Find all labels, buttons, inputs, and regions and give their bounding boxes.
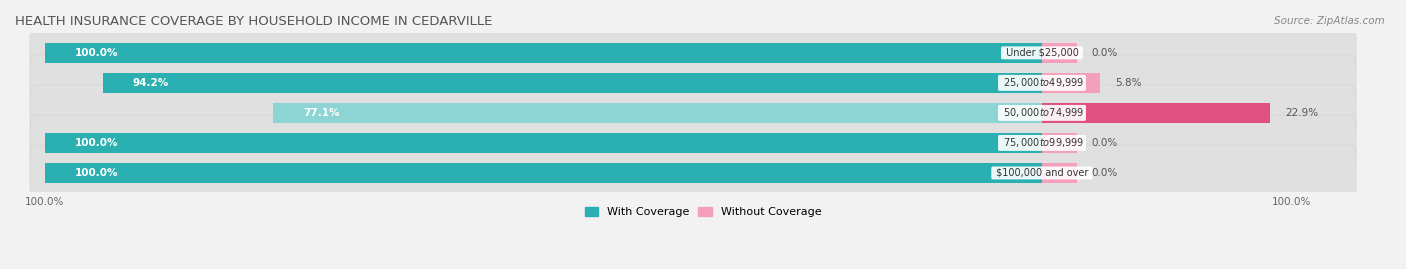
Text: Under $25,000: Under $25,000: [1002, 48, 1081, 58]
Text: 5.8%: 5.8%: [1115, 78, 1142, 88]
Text: 100.0%: 100.0%: [75, 138, 118, 148]
FancyBboxPatch shape: [30, 145, 1357, 201]
Bar: [1042, 133, 1077, 153]
Bar: [1042, 73, 1099, 93]
Text: 0.0%: 0.0%: [1092, 48, 1118, 58]
Bar: [45, 133, 1042, 153]
Text: $50,000 to $74,999: $50,000 to $74,999: [1000, 107, 1084, 119]
Bar: [273, 103, 1042, 123]
Text: 0.0%: 0.0%: [1092, 138, 1118, 148]
Bar: [1042, 43, 1077, 63]
Text: 77.1%: 77.1%: [304, 108, 340, 118]
Text: 94.2%: 94.2%: [132, 78, 169, 88]
Text: 100.0%: 100.0%: [75, 48, 118, 58]
Legend: With Coverage, Without Coverage: With Coverage, Without Coverage: [581, 203, 825, 222]
FancyBboxPatch shape: [30, 55, 1357, 111]
Text: $75,000 to $99,999: $75,000 to $99,999: [1000, 136, 1084, 149]
FancyBboxPatch shape: [30, 85, 1357, 141]
Text: $25,000 to $49,999: $25,000 to $49,999: [1000, 76, 1084, 89]
Text: $100,000 and over: $100,000 and over: [993, 168, 1091, 178]
Text: Source: ZipAtlas.com: Source: ZipAtlas.com: [1274, 16, 1385, 26]
Text: HEALTH INSURANCE COVERAGE BY HOUSEHOLD INCOME IN CEDARVILLE: HEALTH INSURANCE COVERAGE BY HOUSEHOLD I…: [15, 15, 492, 28]
Bar: [45, 43, 1042, 63]
Bar: [103, 73, 1042, 93]
Text: 22.9%: 22.9%: [1285, 108, 1319, 118]
Bar: [1042, 103, 1271, 123]
Text: 0.0%: 0.0%: [1092, 168, 1118, 178]
Bar: [1042, 163, 1077, 183]
FancyBboxPatch shape: [30, 25, 1357, 81]
FancyBboxPatch shape: [30, 115, 1357, 171]
Bar: [45, 163, 1042, 183]
Text: 100.0%: 100.0%: [75, 168, 118, 178]
